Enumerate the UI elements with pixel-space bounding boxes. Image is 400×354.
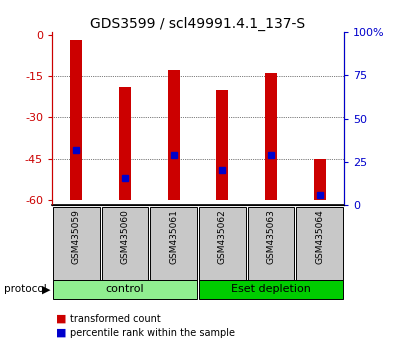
Text: GSM435061: GSM435061	[169, 209, 178, 264]
Text: GSM435059: GSM435059	[72, 209, 81, 264]
Text: percentile rank within the sample: percentile rank within the sample	[70, 328, 235, 338]
Bar	[119, 87, 131, 200]
Text: transformed count: transformed count	[70, 314, 161, 324]
Text: GSM435060: GSM435060	[120, 209, 130, 264]
Text: GSM435064: GSM435064	[315, 209, 324, 264]
Title: GDS3599 / scl49991.4.1_137-S: GDS3599 / scl49991.4.1_137-S	[90, 17, 306, 31]
Text: GSM435062: GSM435062	[218, 209, 227, 264]
Bar	[265, 73, 277, 200]
Bar	[314, 159, 326, 200]
Text: control: control	[106, 284, 144, 295]
Bar	[70, 40, 82, 200]
Text: ▶: ▶	[42, 284, 50, 295]
Bar	[168, 70, 180, 200]
Text: Eset depletion: Eset depletion	[231, 284, 311, 295]
Text: ■: ■	[56, 314, 66, 324]
Bar	[216, 90, 228, 200]
Text: GSM435063: GSM435063	[266, 209, 276, 264]
Text: protocol: protocol	[4, 284, 47, 295]
Text: ■: ■	[56, 328, 66, 338]
